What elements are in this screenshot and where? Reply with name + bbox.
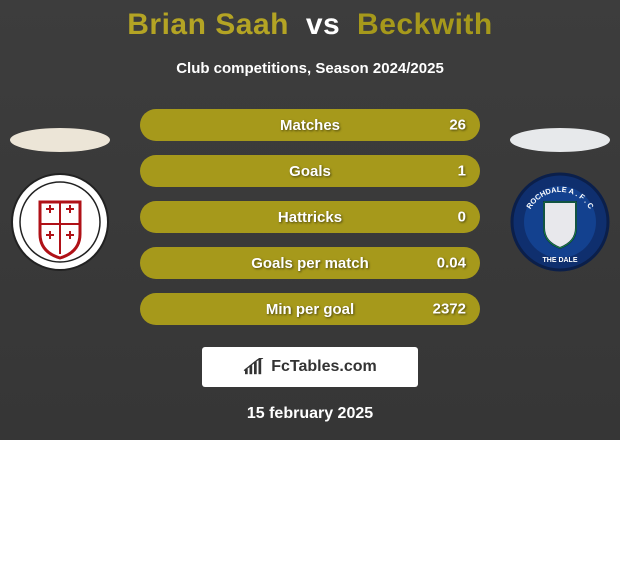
vs-label: vs: [306, 8, 340, 41]
date-label: 15 february 2025: [0, 405, 620, 423]
stat-row: Min per goal 2372: [140, 293, 480, 325]
subtitle: Club competitions, Season 2024/2025: [0, 60, 620, 77]
stat-label: Goals: [289, 163, 331, 180]
player1-name: Brian Saah: [127, 8, 289, 41]
stat-label: Goals per match: [251, 255, 369, 272]
stat-value-right: 0: [458, 209, 466, 226]
player2-name: Beckwith: [357, 8, 493, 41]
stat-label: Min per goal: [266, 301, 354, 318]
stat-row: Goals per match 0.04: [140, 247, 480, 279]
stat-row: Matches 26: [140, 109, 480, 141]
page-title: Brian Saah vs Beckwith: [0, 8, 620, 42]
stat-value-right: 0.04: [437, 255, 466, 272]
comparison-card: Brian Saah vs Beckwith Club competitions…: [0, 0, 620, 440]
brand-badge[interactable]: FcTables.com: [202, 347, 418, 387]
stat-value-right: 2372: [433, 301, 466, 318]
stat-row: Goals 1: [140, 155, 480, 187]
stat-row: Hattricks 0: [140, 201, 480, 233]
stat-value-right: 1: [458, 163, 466, 180]
stats-list: Matches 26 Goals 1 Hattricks 0 Goals per match…: [0, 109, 620, 325]
stat-label: Matches: [280, 117, 340, 134]
brand-text: FcTables.com: [271, 358, 377, 376]
bar-chart-icon: [243, 358, 265, 376]
stat-label: Hattricks: [278, 209, 342, 226]
stat-value-right: 26: [449, 117, 466, 134]
